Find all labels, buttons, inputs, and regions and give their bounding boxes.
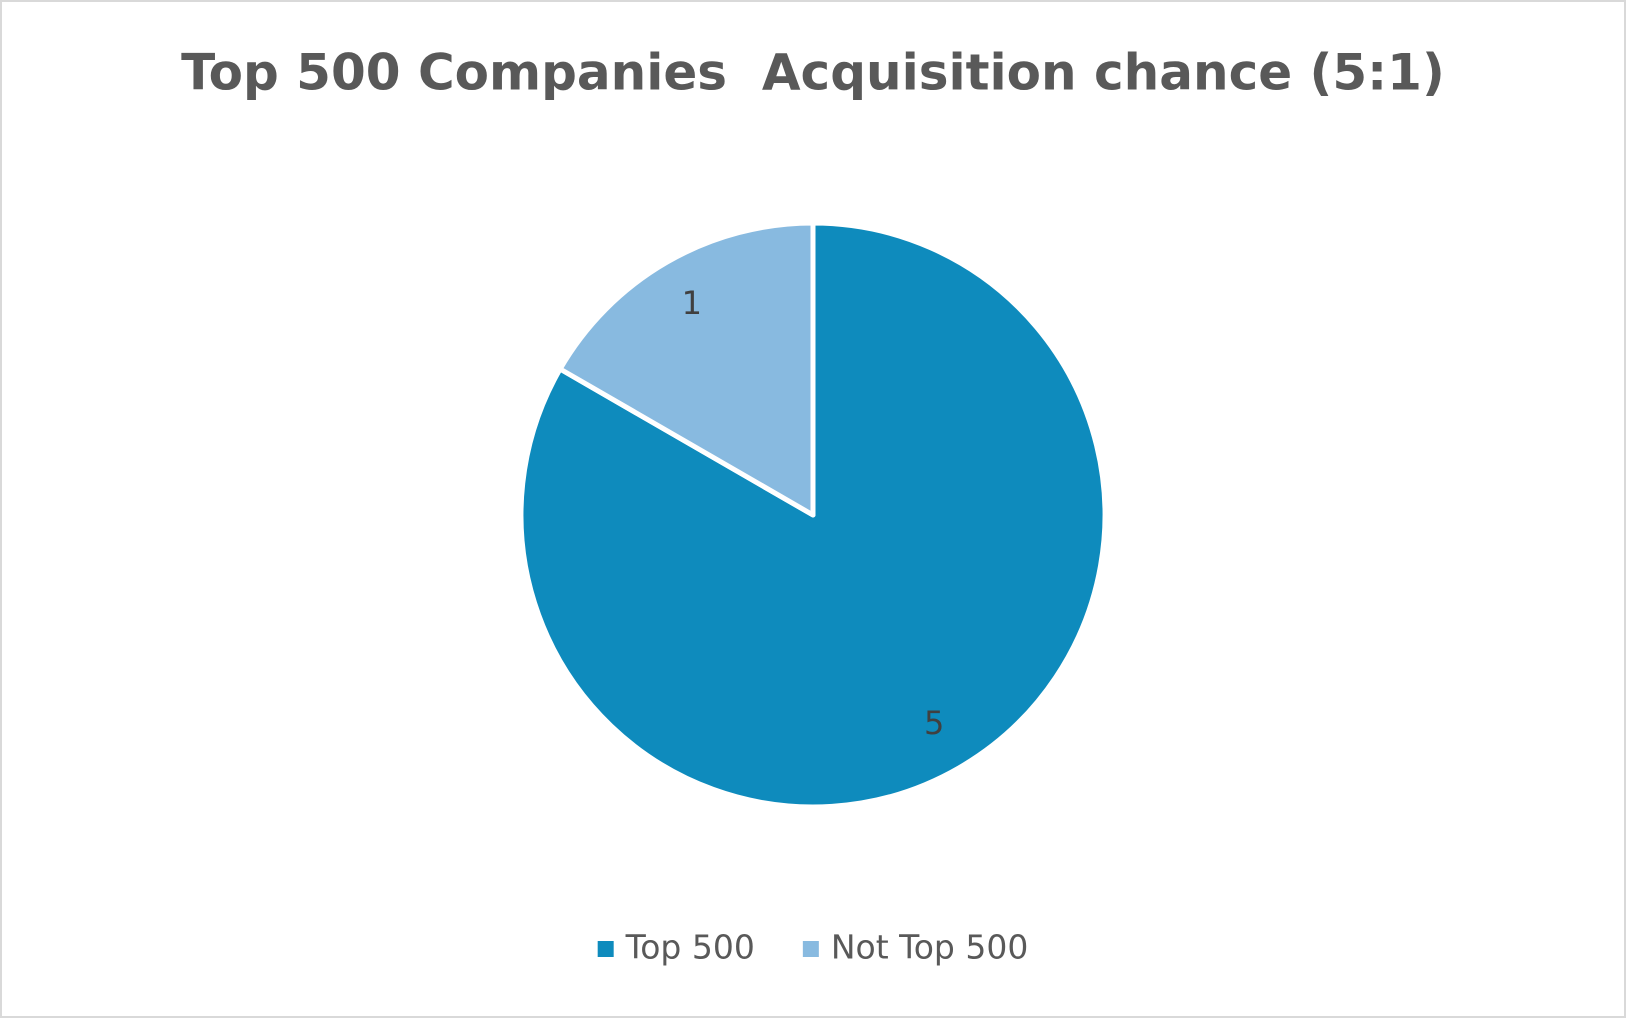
data-label: 1 xyxy=(682,284,702,322)
legend-label: Top 500 xyxy=(625,928,755,967)
legend-swatch xyxy=(597,941,614,957)
chart-title: Top 500 Companies Acquisition chance (5:… xyxy=(181,44,1445,102)
legend-label: Not Top 500 xyxy=(831,928,1028,967)
pie-slice xyxy=(557,220,816,518)
data-label: 5 xyxy=(924,704,944,742)
legend-swatch xyxy=(802,941,819,957)
